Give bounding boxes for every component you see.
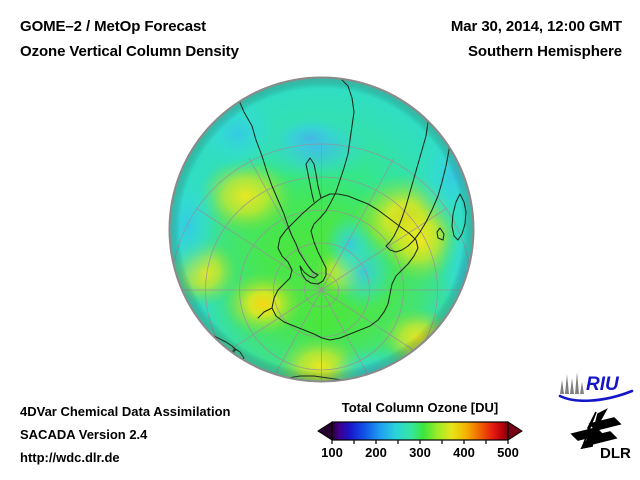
dlr-mark (570, 408, 622, 450)
colorbar-min-cap (317, 421, 333, 441)
header-right-block: Mar 30, 2014, 12:00 GMT Southern Hemisph… (222, 14, 622, 64)
colorbar-max-cap (507, 421, 523, 441)
riu-wordmark: RIU (586, 374, 620, 395)
dlr-wordmark: DLR (600, 445, 631, 462)
colorbar-tick-100: 100 (321, 445, 343, 460)
version-label: SACADA Version 2.4 (20, 427, 148, 442)
colorbar-tick-labels: 100 200 300 400 500 (310, 445, 530, 465)
header-left-block: GOME–2 / MetOp Forecast Ozone Vertical C… (20, 14, 420, 64)
colorbar-svg (317, 421, 523, 445)
colorbar: Total Column Ozone [DU] 100 200 300 400 500 (310, 400, 530, 465)
website-url[interactable]: http://wdc.dlr.de (20, 450, 120, 465)
ozone-globe-map (168, 76, 475, 383)
colorbar-tick-300: 300 (409, 445, 431, 460)
colorbar-title: Total Column Ozone [DU] (341, 400, 499, 415)
globe-outline (168, 76, 475, 383)
colorbar-tick-200: 200 (365, 445, 387, 460)
colorbar-graphic (310, 420, 530, 445)
riu-swoosh (558, 389, 634, 403)
colorbar-tick-500: 500 (497, 445, 519, 460)
colorbar-ticks (331, 440, 509, 445)
dlr-logo: DLR (566, 408, 634, 462)
timestamp-label: Mar 30, 2014, 12:00 GMT (450, 18, 622, 35)
instrument-title: GOME–2 / MetOp Forecast (20, 18, 207, 35)
footer-credits-block: 4DVar Chemical Data Assimilation SACADA … (20, 400, 231, 469)
riu-skyline-icon: RIU (558, 372, 634, 403)
dlr-pinwheel-icon: DLR (570, 408, 631, 462)
colorbar-tick-400: 400 (453, 445, 475, 460)
riu-skyline-bars (560, 372, 584, 394)
riu-logo: RIU (558, 370, 634, 403)
product-title: Ozone Vertical Column Density (20, 43, 239, 60)
hemisphere-label: Southern Hemisphere (468, 43, 622, 60)
globe-icon (168, 76, 475, 383)
method-label: 4DVar Chemical Data Assimilation (20, 404, 231, 419)
colorbar-gradient (331, 421, 509, 441)
